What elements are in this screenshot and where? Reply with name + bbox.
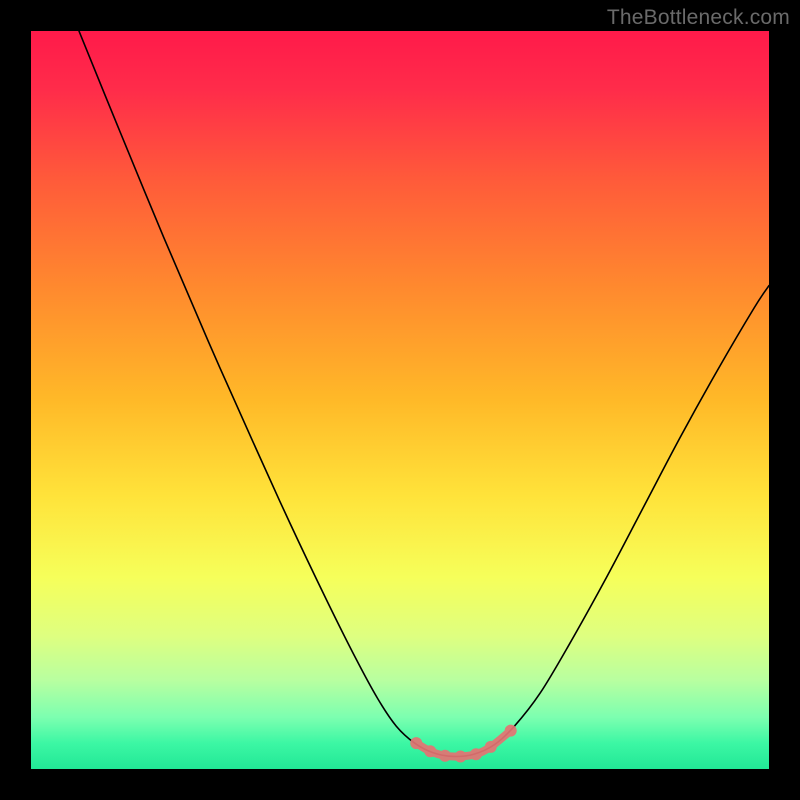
bottleneck-chart <box>0 0 800 800</box>
sweet-spot-dot <box>410 737 422 749</box>
sweet-spot-dot <box>455 750 467 762</box>
sweet-spot-dot <box>470 748 482 760</box>
watermark-label: TheBottleneck.com <box>607 6 790 30</box>
sweet-spot-dot <box>485 741 497 753</box>
sweet-spot-dot <box>424 745 436 757</box>
sweet-spot-dot <box>505 725 517 737</box>
sweet-spot-dot <box>439 750 451 762</box>
chart-gradient-bg <box>31 31 769 769</box>
chart-container: TheBottleneck.com <box>0 0 800 800</box>
